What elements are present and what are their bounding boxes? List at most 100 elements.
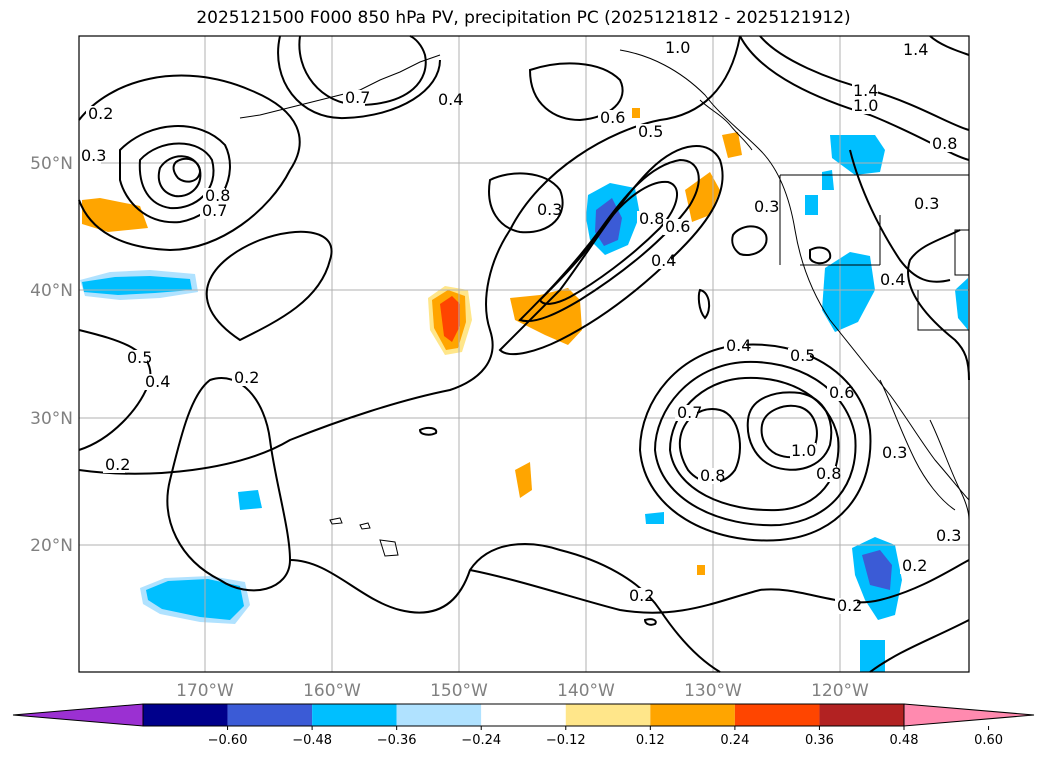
- neg-patch: [645, 512, 664, 524]
- pv-contour: [638, 343, 872, 542]
- neg-patch: [805, 195, 818, 215]
- pos-patch: [82, 198, 148, 232]
- pos-patch: [685, 172, 720, 222]
- pos-patch: [722, 132, 742, 158]
- map-frame: [78, 35, 970, 673]
- contour-label: 0.5: [790, 346, 815, 365]
- pv-contour: [298, 35, 427, 107]
- neg-patch: [146, 579, 244, 620]
- contour-label: 0.4: [651, 251, 676, 270]
- contour-label: 0.2: [629, 586, 654, 605]
- pv-contour: [809, 246, 832, 265]
- pos-patch: [697, 565, 705, 575]
- pos-patch: [515, 462, 532, 498]
- lon-label: 170°W: [176, 681, 234, 701]
- pv-contour: [731, 225, 768, 256]
- neg-patch: [822, 252, 875, 332]
- lon-label: 130°W: [684, 681, 742, 701]
- neg-patch: [238, 490, 262, 510]
- contour-label: 0.3: [882, 443, 907, 462]
- lon-label: 140°W: [557, 681, 615, 701]
- contour-label: 0.8: [639, 209, 664, 228]
- colorbar-extend-max: [903, 703, 1035, 727]
- pv-contour: [538, 180, 679, 305]
- neg-patch: [862, 550, 892, 590]
- graticule: [79, 36, 969, 672]
- contour-label: 0.8: [205, 186, 230, 205]
- colorbar-tick-label: 0.36: [805, 733, 834, 748]
- lat-labels: 50°N 40°N 30°N 20°N: [30, 154, 73, 556]
- pv-contour: [289, 543, 721, 673]
- pv-contour: [78, 35, 741, 475]
- colorbar-segment: [481, 704, 566, 726]
- contour-label: 1.0: [791, 441, 816, 460]
- colorbar-segment: [565, 704, 651, 726]
- colorbar-tick-label: −0.60: [208, 733, 248, 748]
- lat-label: 30°N: [30, 409, 73, 429]
- coastline-hawaii: [329, 517, 399, 557]
- contour-label: 0.2: [234, 368, 259, 387]
- contour-label: 0.7: [345, 88, 370, 107]
- coastline-north-america: [619, 49, 970, 501]
- colorbar-segment: [819, 704, 904, 726]
- contour-label: 0.2: [837, 596, 862, 615]
- pv-contour: [205, 230, 333, 342]
- colorbar-segment: [734, 704, 820, 726]
- neg-patch: [860, 640, 885, 672]
- contour-label: 0.4: [880, 270, 905, 289]
- colorbar-segment: [227, 704, 313, 726]
- lon-label: 120°W: [811, 681, 869, 701]
- neg-patch: [955, 278, 968, 330]
- colorbar-tick-label: −0.12: [546, 733, 586, 748]
- colorbar: −0.60 −0.48 −0.36 −0.24 −0.12 0.12 0.24 0.36 0.4…: [12, 703, 1035, 748]
- pv-contour: [653, 360, 857, 527]
- colorbar-segment: [143, 704, 228, 726]
- contour-label: 0.5: [638, 122, 663, 141]
- contour-label: 0.3: [754, 197, 779, 216]
- pv-contour: [528, 62, 624, 122]
- pv-contour: [518, 158, 700, 323]
- colorbar-tick-label: −0.48: [292, 733, 332, 748]
- pv-contour: [469, 559, 970, 614]
- map-title: 2025121500 F000 850 hPa PV, precipitatio…: [196, 8, 851, 28]
- neg-patch: [830, 135, 885, 175]
- pos-patch: [632, 108, 640, 118]
- pos-patch: [440, 296, 460, 342]
- contour-label: 0.3: [81, 146, 106, 165]
- coastlines: [239, 49, 970, 557]
- pv-contour: [929, 35, 970, 56]
- colorbar-segment: [312, 704, 397, 726]
- contour-label: 0.4: [145, 372, 170, 391]
- pv-contour: [849, 149, 951, 283]
- colorbar-tick-label: 0.60: [974, 733, 1003, 748]
- contour-label: 0.2: [902, 556, 927, 575]
- pv-contour: [418, 426, 438, 436]
- contour-label: 0.5: [127, 348, 152, 367]
- pv-contours: [78, 35, 970, 673]
- state-boundaries: [779, 174, 970, 331]
- contour-label: 0.4: [726, 336, 751, 355]
- contour-label: 0.3: [537, 200, 562, 219]
- pv-contour: [78, 74, 301, 252]
- pv-contour: [498, 145, 724, 356]
- lon-labels: 170°W 160°W 150°W 140°W 130°W 120°W: [176, 681, 869, 701]
- pv-contour: [697, 288, 711, 320]
- contour-label: 1.0: [853, 96, 878, 115]
- pv-contour: [277, 35, 441, 120]
- coastline-baja: [879, 379, 956, 511]
- pv-contour: [668, 376, 840, 512]
- lon-label: 160°W: [303, 681, 361, 701]
- colorbar-outline: [142, 703, 905, 727]
- pv-contour: [643, 618, 657, 626]
- contour-label: 0.3: [914, 194, 939, 213]
- coastline-aleutians: [239, 54, 441, 119]
- pv-contour: [869, 619, 970, 673]
- lat-label: 50°N: [30, 154, 73, 174]
- colorbar-tick-label: −0.24: [461, 733, 501, 748]
- pv-contour: [166, 377, 292, 592]
- contour-label: 1.0: [665, 38, 690, 57]
- pv-contour: [157, 155, 202, 198]
- contour-label: 0.7: [677, 403, 702, 422]
- pv-contour: [488, 172, 564, 234]
